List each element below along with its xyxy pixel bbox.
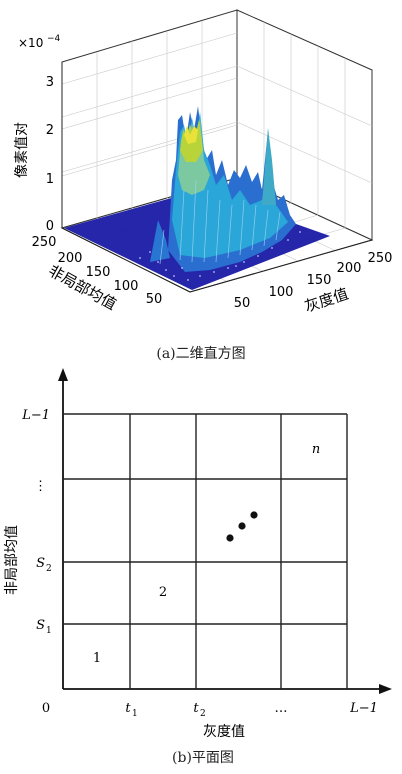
cell-label-n: n bbox=[312, 442, 320, 457]
left-axis-line bbox=[61, 227, 191, 293]
histogram-3d: ×10 −4 bbox=[14, 9, 393, 316]
left-tick: 250 bbox=[32, 235, 57, 250]
surface-peaks bbox=[139, 106, 301, 281]
x-ticks: t t … L−1 bbox=[125, 701, 378, 716]
x-axis-arrow bbox=[379, 684, 392, 694]
y-tick-s2-sub: 2 bbox=[46, 564, 52, 574]
y-tick-ellipsis: ⋮ bbox=[34, 479, 47, 494]
plane-diagram: 1 2 n L−1 ⋮ S S 2 1 0 t t … L−1 1 2 非局部均… bbox=[4, 368, 392, 740]
diagonal-dots bbox=[226, 511, 258, 542]
x-tick-t2-sub: 2 bbox=[200, 709, 206, 719]
cell-label-1: 1 bbox=[93, 651, 101, 666]
grid bbox=[63, 413, 348, 689]
z-ticks: 0 1 2 3 bbox=[46, 75, 54, 234]
z-tick: 0 bbox=[46, 219, 54, 234]
z-exponent: ×10 bbox=[18, 36, 43, 50]
x-tick-t1: t bbox=[125, 701, 131, 716]
x-tick-l-minus-1: L−1 bbox=[349, 701, 378, 716]
z-tick: 2 bbox=[46, 123, 54, 138]
y-axis-arrow bbox=[58, 368, 68, 381]
left-ticks: 250 200 150 100 50 bbox=[32, 235, 163, 307]
x-tick-t2: t bbox=[193, 701, 199, 716]
right-axis-line bbox=[189, 239, 373, 293]
z-axis-label: 像素值对 bbox=[14, 122, 30, 178]
right-tick: 50 bbox=[234, 296, 251, 311]
x-tick-t1-sub: 1 bbox=[132, 709, 138, 719]
z-tick: 3 bbox=[46, 75, 54, 90]
left-tick: 200 bbox=[58, 251, 83, 266]
right-ticks: 50 100 150 200 250 bbox=[234, 251, 393, 311]
right-tick: 200 bbox=[337, 261, 362, 276]
dot bbox=[226, 534, 234, 542]
left-tick: 100 bbox=[114, 279, 139, 294]
y-tick-s2: S bbox=[36, 556, 45, 571]
caption-a: (a)二维直方图 bbox=[156, 345, 245, 362]
x-axis-label: 灰度值 bbox=[203, 724, 245, 740]
y-tick-s1: S bbox=[36, 618, 45, 633]
right-tick: 100 bbox=[269, 285, 294, 300]
origin-label: 0 bbox=[42, 701, 50, 716]
y-axis-label: 非局部均值 bbox=[4, 525, 20, 595]
dot bbox=[250, 511, 258, 519]
dot bbox=[238, 522, 246, 530]
right-tick: 150 bbox=[307, 273, 332, 288]
right-tick: 250 bbox=[368, 251, 393, 266]
y-tick-l-minus-1: L−1 bbox=[21, 408, 50, 423]
caption-b: (b)平面图 bbox=[172, 750, 234, 766]
cell-label-2: 2 bbox=[159, 585, 167, 600]
y-ticks: L−1 ⋮ S S bbox=[21, 408, 50, 633]
z-exponent-power: −4 bbox=[47, 34, 61, 44]
z-tick: 1 bbox=[46, 172, 54, 187]
left-tick: 50 bbox=[146, 292, 163, 307]
x-tick-ellipsis: … bbox=[275, 701, 288, 716]
left-tick: 150 bbox=[86, 265, 111, 280]
y-tick-s1-sub: 1 bbox=[46, 626, 52, 636]
right-axis-label: 灰度值 bbox=[302, 285, 350, 316]
